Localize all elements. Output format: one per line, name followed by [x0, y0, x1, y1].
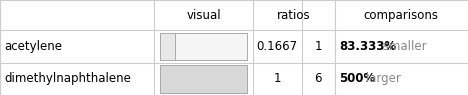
Text: ratios: ratios	[277, 9, 310, 22]
Text: larger: larger	[362, 72, 401, 85]
Text: 500%: 500%	[339, 72, 375, 85]
FancyBboxPatch shape	[160, 65, 247, 93]
FancyBboxPatch shape	[160, 33, 175, 60]
Text: visual: visual	[186, 9, 221, 22]
Text: smaller: smaller	[379, 40, 426, 53]
FancyBboxPatch shape	[160, 33, 247, 60]
Text: 1: 1	[314, 40, 322, 53]
Text: 1: 1	[273, 72, 281, 85]
Text: 83.333%: 83.333%	[339, 40, 396, 53]
Text: 6: 6	[314, 72, 322, 85]
Text: comparisons: comparisons	[364, 9, 439, 22]
Text: acetylene: acetylene	[5, 40, 63, 53]
Text: dimethylnaphthalene: dimethylnaphthalene	[5, 72, 132, 85]
FancyBboxPatch shape	[160, 65, 247, 93]
Text: 0.1667: 0.1667	[257, 40, 298, 53]
